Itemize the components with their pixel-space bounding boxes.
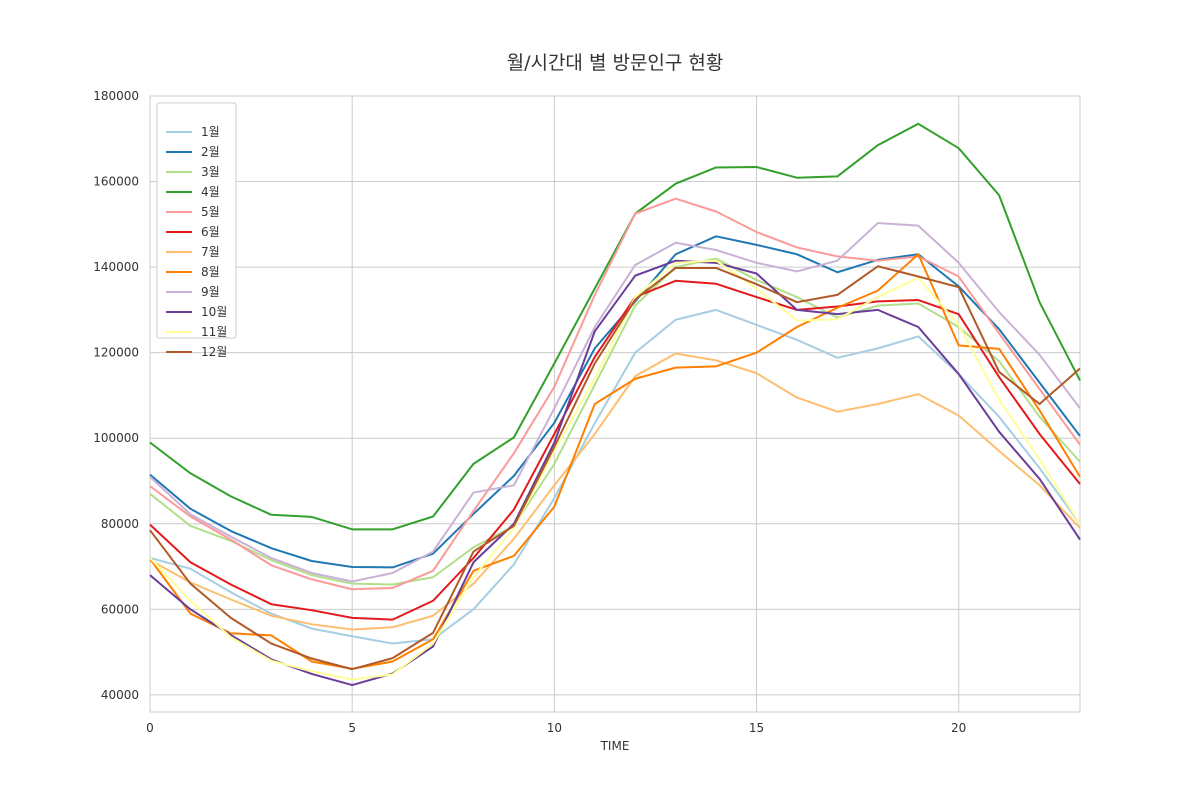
legend-label: 11월 (201, 325, 227, 339)
series-line (149, 259, 1081, 681)
legend-label: 10월 (201, 305, 227, 319)
legend-label: 6월 (201, 225, 220, 239)
series-line (149, 308, 1081, 645)
y-tick-label: 80000 (101, 517, 139, 531)
series-line (149, 197, 1081, 591)
x-tick-label: 0 (146, 721, 154, 735)
y-tick-label: 100000 (93, 431, 139, 445)
series-line (149, 279, 1081, 621)
x-tick-label: 20 (951, 721, 966, 735)
legend-label: 1월 (201, 125, 220, 139)
x-axis-label: TIME (600, 739, 630, 753)
legend-label: 3월 (201, 165, 220, 179)
x-tick-label: 10 (547, 721, 562, 735)
x-axis-ticks: 0 5 10 15 20 (146, 721, 966, 735)
x-tick-label: 5 (348, 721, 356, 735)
series-lines (149, 122, 1081, 687)
y-tick-label: 40000 (101, 688, 139, 702)
y-axis-ticks: 40000 60000 80000 100000 120000 140000 160000 1… (93, 89, 139, 702)
legend-label: 8월 (201, 265, 220, 279)
legend-label: 2월 (201, 145, 220, 159)
legend-label: 9월 (201, 285, 220, 299)
series-line (149, 253, 1081, 670)
legend: 1월 2월 3월 4월 5월 6월 7월 8월 9월 10월 11월 12월 (156, 102, 237, 359)
legend-label: 7월 (201, 245, 220, 259)
y-tick-label: 60000 (101, 602, 139, 616)
legend-box (156, 102, 237, 339)
series-line (149, 222, 1081, 583)
series-line (149, 259, 1081, 687)
legend-label: 5월 (201, 205, 220, 219)
y-tick-label: 180000 (93, 89, 139, 103)
plot-frame (149, 95, 1081, 713)
x-tick-label: 15 (749, 721, 764, 735)
y-tick-label: 120000 (93, 346, 139, 360)
series-line (149, 257, 1081, 586)
legend-label: 12월 (201, 345, 227, 359)
series-line (149, 352, 1081, 631)
chart-title: 월/시간대 별 방문인구 현황 (507, 52, 724, 74)
y-tick-label: 140000 (93, 260, 139, 274)
y-tick-label: 160000 (93, 175, 139, 189)
series-line (149, 122, 1081, 531)
series-line (149, 235, 1081, 569)
series-line (149, 265, 1081, 671)
legend-label: 4월 (201, 185, 220, 199)
